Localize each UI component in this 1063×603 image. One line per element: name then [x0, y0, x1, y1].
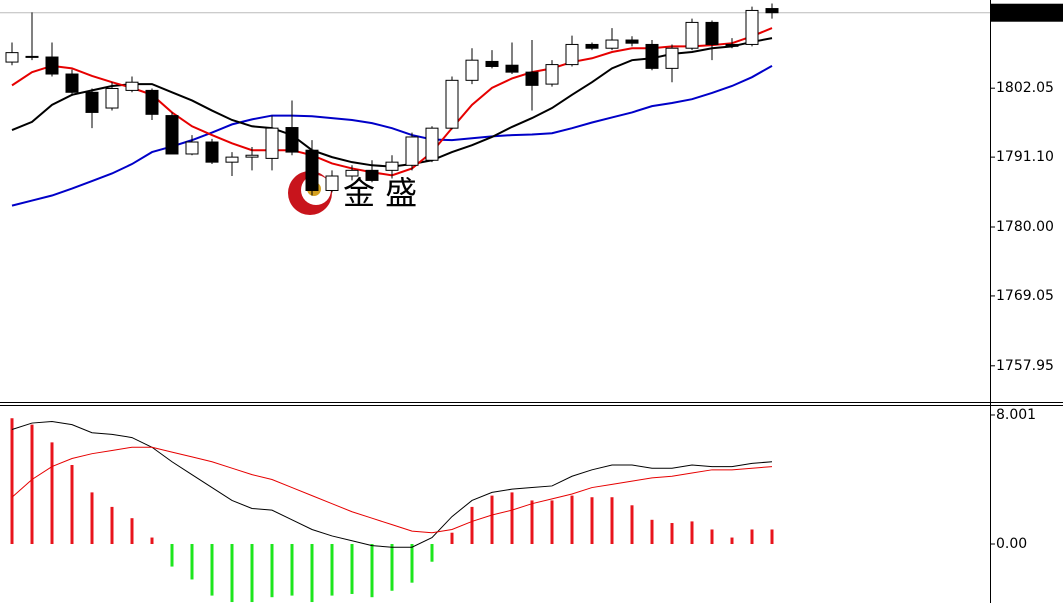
candle-body [165, 115, 179, 155]
candle-body [125, 81, 139, 91]
candle-body [445, 79, 459, 129]
candle-body [25, 55, 39, 58]
candle-body [5, 52, 19, 63]
candle-body [645, 43, 659, 69]
current-price-box [991, 3, 1063, 22]
candle-body [465, 59, 479, 81]
current-price-label: 1814.04 [998, 5, 1056, 21]
candle-body [765, 8, 779, 14]
candle-body [185, 141, 199, 155]
y-tick-label: 1791.10 [996, 149, 1054, 165]
candle-body [285, 127, 299, 153]
y-tick-label: 1757.95 [996, 358, 1054, 374]
candle-body [505, 64, 519, 73]
candle-body [45, 56, 59, 75]
y-tick-label: 8.001 [996, 407, 1036, 423]
candle-body [345, 169, 359, 177]
candle-body [705, 21, 719, 45]
candle-body [265, 127, 279, 159]
candle-body [385, 161, 399, 171]
candle-body [485, 60, 499, 67]
indicator-line [11, 64, 773, 207]
indicator-line [11, 420, 773, 548]
candle-body [425, 127, 439, 161]
candle-body [605, 39, 619, 49]
y-tick-label: 1780.00 [996, 219, 1054, 235]
candle-body [685, 21, 699, 49]
candle-body [205, 141, 219, 163]
candle-body [105, 88, 119, 109]
candle-body [365, 169, 379, 181]
candle-body [585, 43, 599, 49]
indicator-line [11, 446, 773, 534]
candle-body [665, 47, 679, 69]
candle-body [725, 43, 739, 47]
y-tick-label: 0.00 [996, 536, 1027, 552]
candle-body [225, 156, 239, 163]
candle-body [565, 43, 579, 66]
candle-body [405, 136, 419, 166]
candle-body [625, 39, 639, 44]
watermark-text: 金 盛 [343, 174, 417, 212]
candle-body [145, 89, 159, 115]
candle-body [325, 175, 339, 191]
candle-body [745, 9, 759, 45]
y-tick-label: 1769.05 [996, 288, 1054, 304]
candle-body [545, 64, 559, 85]
candle-body [65, 73, 79, 93]
candle-body [245, 154, 259, 158]
candle-body [85, 91, 99, 113]
candle-body [305, 149, 319, 191]
candle-body [525, 71, 539, 86]
y-tick-label: 1802.05 [996, 80, 1054, 96]
